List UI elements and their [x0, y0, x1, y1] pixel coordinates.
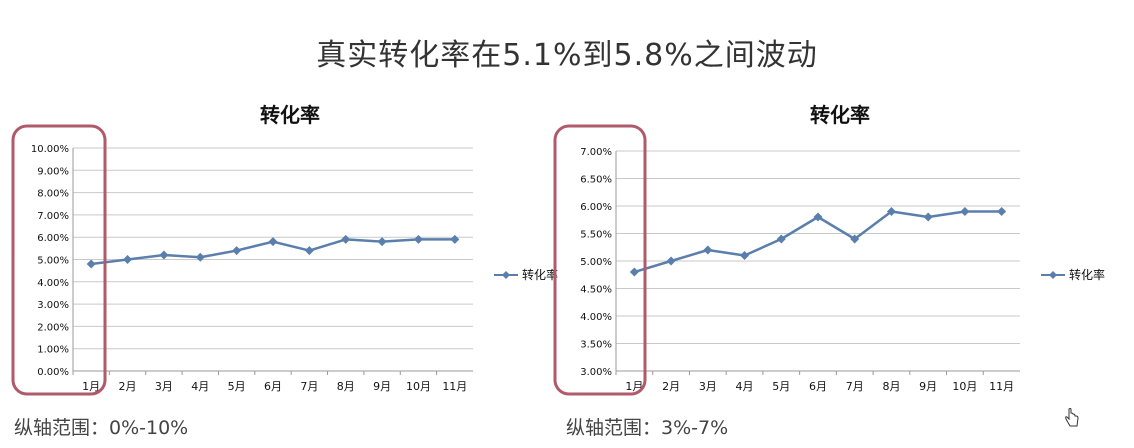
data-point — [123, 255, 133, 264]
data-point — [86, 259, 96, 269]
y-tick-label: 10.00% — [31, 144, 69, 155]
legend-label: 转化率 — [522, 267, 558, 282]
legend-label: 转化率 — [1069, 267, 1105, 282]
data-point — [997, 207, 1007, 216]
data-point — [776, 234, 786, 244]
x-tick-label: 5月 — [228, 380, 246, 393]
x-tick-label: 9月 — [373, 380, 391, 393]
x-tick-label: 8月 — [337, 380, 355, 393]
x-tick-label: 3月 — [155, 380, 173, 393]
y-tick-label: 8.00% — [37, 189, 69, 200]
x-tick-label: 4月 — [736, 380, 754, 393]
data-point — [740, 251, 750, 260]
data-point — [232, 246, 242, 256]
data-point — [304, 246, 314, 256]
data-point — [960, 207, 970, 216]
y-tick-label: 6.00% — [580, 202, 612, 213]
y-tick-label: 6.00% — [37, 233, 69, 244]
y-tick-label: 3.00% — [580, 367, 612, 378]
x-tick-label: 6月 — [264, 380, 282, 393]
chart-title: 转化率 — [810, 103, 870, 127]
x-tick-label: 2月 — [119, 380, 137, 393]
data-point — [629, 267, 639, 277]
x-tick-label: 11月 — [989, 380, 1014, 393]
data-point — [159, 250, 169, 260]
data-point — [450, 234, 460, 244]
y-tick-label: 1.00% — [37, 345, 69, 356]
y-tick-label: 2.00% — [37, 322, 69, 333]
y-tick-label: 5.50% — [580, 230, 612, 241]
y-tick-label: 6.50% — [580, 175, 612, 186]
y-tick-label: 7.00% — [37, 211, 69, 222]
legend-marker — [1049, 271, 1057, 279]
legend-marker — [502, 271, 510, 279]
data-point — [850, 234, 860, 244]
y-tick-label: 4.00% — [37, 278, 69, 289]
data-point — [341, 234, 351, 244]
y-tick-label: 3.50% — [580, 340, 612, 351]
data-point — [268, 237, 278, 247]
x-tick-label: 3月 — [699, 380, 717, 393]
data-point — [377, 237, 387, 247]
x-tick-label: 10月 — [952, 380, 977, 393]
x-tick-label: 2月 — [662, 380, 680, 393]
y-axis-highlight-box — [11, 124, 107, 396]
x-tick-label: 7月 — [300, 380, 318, 393]
x-tick-label: 4月 — [191, 380, 209, 393]
x-tick-label: 1月 — [82, 380, 100, 393]
y-tick-label: 3.00% — [37, 300, 69, 311]
y-tick-label: 5.00% — [580, 257, 612, 268]
y-tick-label: 9.00% — [37, 166, 69, 177]
x-tick-label: 9月 — [919, 380, 937, 393]
data-point — [923, 212, 933, 222]
x-tick-label: 10月 — [406, 380, 431, 393]
data-point — [666, 256, 676, 266]
x-tick-label: 7月 — [846, 380, 864, 393]
data-point — [413, 234, 423, 244]
data-point — [195, 252, 205, 262]
data-point — [886, 207, 896, 216]
y-tick-label: 4.00% — [580, 312, 612, 323]
slide-title: 真实转化率在5.1%到5.8%之间波动 — [316, 38, 818, 73]
y-axis-highlight-box — [553, 124, 647, 396]
caption-left: 纵轴范围：0%-10% — [14, 417, 189, 439]
x-tick-label: 8月 — [882, 380, 900, 393]
x-tick-label: 5月 — [772, 380, 790, 393]
y-tick-label: 5.00% — [37, 256, 69, 267]
hand-cursor-icon — [1065, 408, 1079, 427]
y-tick-label: 4.50% — [580, 285, 612, 296]
x-tick-label: 11月 — [442, 380, 467, 393]
chart-title: 转化率 — [260, 103, 320, 127]
data-point — [813, 212, 823, 222]
x-tick-label: 6月 — [809, 380, 827, 393]
caption-right: 纵轴范围：3%-7% — [566, 417, 729, 439]
y-tick-label: 0.00% — [37, 367, 69, 378]
data-point — [703, 245, 713, 255]
y-tick-label: 7.00% — [580, 147, 612, 158]
